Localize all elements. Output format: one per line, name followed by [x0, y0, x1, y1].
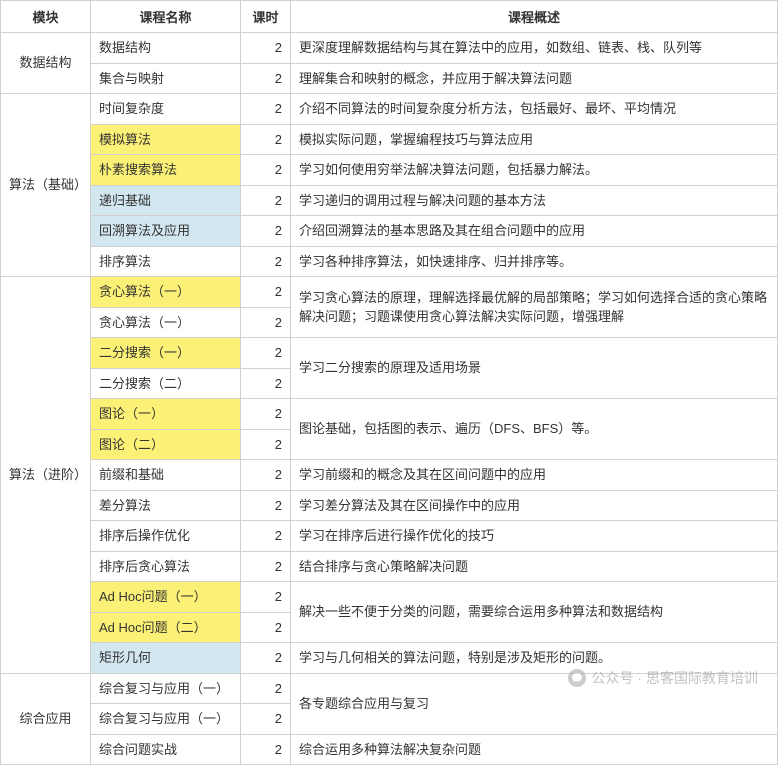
desc-cell: 综合运用多种算法解决复杂问题 — [291, 734, 778, 765]
course-name-cell: 二分搜索（二） — [91, 368, 241, 399]
table-row: 图论（一）2图论基础，包括图的表示、遍历（DFS、BFS）等。 — [1, 399, 778, 430]
table-row: 集合与映射2理解集合和映射的概念，并应用于解决算法问题 — [1, 63, 778, 94]
hours-cell: 2 — [241, 246, 291, 277]
hours-cell: 2 — [241, 368, 291, 399]
course-name-cell: 递归基础 — [91, 185, 241, 216]
desc-cell: 学习差分算法及其在区间操作中的应用 — [291, 490, 778, 521]
table-row: 二分搜索（一）2学习二分搜索的原理及适用场景 — [1, 338, 778, 369]
table-row: 排序后贪心算法2结合排序与贪心策略解决问题 — [1, 551, 778, 582]
table-row: 算法（基础）时间复杂度2介绍不同算法的时间复杂度分析方法，包括最好、最坏、平均情… — [1, 94, 778, 125]
course-name-cell: 模拟算法 — [91, 124, 241, 155]
hours-cell: 2 — [241, 185, 291, 216]
course-name-cell: 矩形几何 — [91, 643, 241, 674]
hours-cell: 2 — [241, 307, 291, 338]
hours-cell: 2 — [241, 582, 291, 613]
table-row: 排序算法2学习各种排序算法，如快速排序、归并排序等。 — [1, 246, 778, 277]
hours-cell: 2 — [241, 551, 291, 582]
course-name-cell: 图论（二） — [91, 429, 241, 460]
hours-cell: 2 — [241, 155, 291, 186]
desc-cell: 介绍不同算法的时间复杂度分析方法，包括最好、最坏、平均情况 — [291, 94, 778, 125]
course-name-cell: 二分搜索（一） — [91, 338, 241, 369]
course-name-cell: 综合复习与应用（一） — [91, 704, 241, 735]
hours-cell: 2 — [241, 338, 291, 369]
course-name-cell: 排序算法 — [91, 246, 241, 277]
course-name-cell: 回溯算法及应用 — [91, 216, 241, 247]
hours-cell: 2 — [241, 429, 291, 460]
hours-cell: 2 — [241, 63, 291, 94]
hours-cell: 2 — [241, 734, 291, 765]
course-name-cell: 集合与映射 — [91, 63, 241, 94]
hours-cell: 2 — [241, 124, 291, 155]
module-cell: 数据结构 — [1, 33, 91, 94]
hours-cell: 2 — [241, 704, 291, 735]
desc-cell: 解决一些不便于分类的问题，需要综合运用多种算法和数据结构 — [291, 582, 778, 643]
watermark-text: 公众号 · 思客国际教育培训 — [592, 668, 758, 688]
course-name-cell: Ad Hoc问题（一） — [91, 582, 241, 613]
hours-cell: 2 — [241, 277, 291, 308]
header-hours: 课时 — [241, 1, 291, 33]
hours-cell: 2 — [241, 460, 291, 491]
desc-cell: 理解集合和映射的概念，并应用于解决算法问题 — [291, 63, 778, 94]
table-row: 回溯算法及应用2介绍回溯算法的基本思路及其在组合问题中的应用 — [1, 216, 778, 247]
course-table: 模块 课程名称 课时 课程概述 数据结构数据结构2更深度理解数据结构与其在算法中… — [0, 0, 778, 765]
course-name-cell: 综合复习与应用（一） — [91, 673, 241, 704]
desc-cell: 结合排序与贪心策略解决问题 — [291, 551, 778, 582]
desc-cell: 模拟实际问题，掌握编程技巧与算法应用 — [291, 124, 778, 155]
course-name-cell: 综合问题实战 — [91, 734, 241, 765]
hours-cell: 2 — [241, 643, 291, 674]
table-row: 综合问题实战2综合运用多种算法解决复杂问题 — [1, 734, 778, 765]
desc-cell: 学习二分搜索的原理及适用场景 — [291, 338, 778, 399]
course-name-cell: 前缀和基础 — [91, 460, 241, 491]
header-desc: 课程概述 — [291, 1, 778, 33]
table-row: 模拟算法2模拟实际问题，掌握编程技巧与算法应用 — [1, 124, 778, 155]
hours-cell: 2 — [241, 399, 291, 430]
hours-cell: 2 — [241, 94, 291, 125]
course-name-cell: 朴素搜索算法 — [91, 155, 241, 186]
hours-cell: 2 — [241, 216, 291, 247]
desc-cell: 介绍回溯算法的基本思路及其在组合问题中的应用 — [291, 216, 778, 247]
desc-cell: 更深度理解数据结构与其在算法中的应用，如数组、链表、栈、队列等 — [291, 33, 778, 64]
desc-cell: 图论基础，包括图的表示、遍历（DFS、BFS）等。 — [291, 399, 778, 460]
table-row: 递归基础2学习递归的调用过程与解决问题的基本方法 — [1, 185, 778, 216]
hours-cell: 2 — [241, 673, 291, 704]
module-cell: 算法（基础） — [1, 94, 91, 277]
module-cell: 综合应用 — [1, 673, 91, 765]
table-row: 差分算法2学习差分算法及其在区间操作中的应用 — [1, 490, 778, 521]
table-row: 前缀和基础2学习前缀和的概念及其在区间问题中的应用 — [1, 460, 778, 491]
desc-cell: 学习前缀和的概念及其在区间问题中的应用 — [291, 460, 778, 491]
hours-cell: 2 — [241, 33, 291, 64]
course-name-cell: 差分算法 — [91, 490, 241, 521]
course-name-cell: 贪心算法（一） — [91, 277, 241, 308]
table-row: 数据结构数据结构2更深度理解数据结构与其在算法中的应用，如数组、链表、栈、队列等 — [1, 33, 778, 64]
watermark: 公众号 · 思客国际教育培训 — [568, 668, 758, 688]
table-row: 排序后操作优化2学习在排序后进行操作优化的技巧 — [1, 521, 778, 552]
table-row: Ad Hoc问题（一）2解决一些不便于分类的问题，需要综合运用多种算法和数据结构 — [1, 582, 778, 613]
table-row: 朴素搜索算法2学习如何使用穷举法解决算法问题，包括暴力解法。 — [1, 155, 778, 186]
hours-cell: 2 — [241, 490, 291, 521]
course-name-cell: Ad Hoc问题（二） — [91, 612, 241, 643]
header-module: 模块 — [1, 1, 91, 33]
course-name-cell: 贪心算法（一） — [91, 307, 241, 338]
course-name-cell: 时间复杂度 — [91, 94, 241, 125]
desc-cell: 学习在排序后进行操作优化的技巧 — [291, 521, 778, 552]
course-name-cell: 排序后操作优化 — [91, 521, 241, 552]
hours-cell: 2 — [241, 612, 291, 643]
course-name-cell: 图论（一） — [91, 399, 241, 430]
course-name-cell: 排序后贪心算法 — [91, 551, 241, 582]
header-name: 课程名称 — [91, 1, 241, 33]
header-row: 模块 课程名称 课时 课程概述 — [1, 1, 778, 33]
wechat-icon — [568, 669, 586, 687]
table-row: 算法（进阶）贪心算法（一）2学习贪心算法的原理，理解选择最优解的局部策略；学习如… — [1, 277, 778, 308]
hours-cell: 2 — [241, 521, 291, 552]
module-cell: 算法（进阶） — [1, 277, 91, 674]
table-body: 数据结构数据结构2更深度理解数据结构与其在算法中的应用，如数组、链表、栈、队列等… — [1, 33, 778, 765]
desc-cell: 学习贪心算法的原理，理解选择最优解的局部策略；学习如何选择合适的贪心策略解决问题… — [291, 277, 778, 338]
desc-cell: 学习递归的调用过程与解决问题的基本方法 — [291, 185, 778, 216]
desc-cell: 学习如何使用穷举法解决算法问题，包括暴力解法。 — [291, 155, 778, 186]
course-name-cell: 数据结构 — [91, 33, 241, 64]
desc-cell: 学习各种排序算法，如快速排序、归并排序等。 — [291, 246, 778, 277]
